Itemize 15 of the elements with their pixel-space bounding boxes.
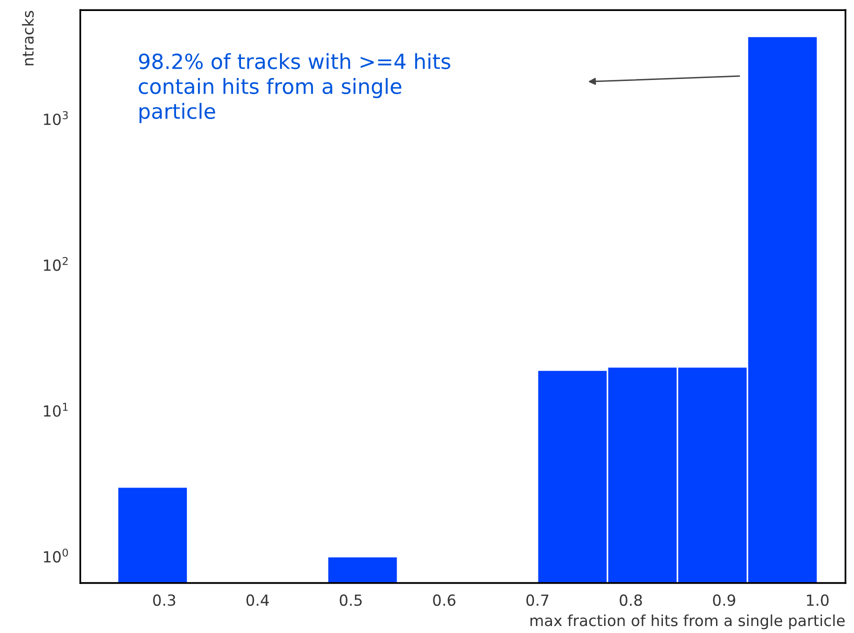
y-tick-label: 10$^{3}$ <box>44 111 68 126</box>
y-axis-title: ntracks <box>22 10 34 66</box>
x-tick-label: 0.8 <box>620 594 642 606</box>
x-tick-label: 0.5 <box>340 594 362 606</box>
annotation: 98.2% of tracks with >=4 hits contain hits from a single particle <box>138 53 450 124</box>
x-tick-label: 0.9 <box>713 594 736 606</box>
x-tick-label: 0.3 <box>153 594 176 606</box>
x-axis-title: max fraction of hits from a single particle <box>530 614 845 630</box>
x-tick-label: 1.0 <box>806 594 829 606</box>
x-tick-label: 0.7 <box>526 594 548 606</box>
x-tick-label: 0.4 <box>246 594 269 606</box>
x-tick-label: 0.6 <box>433 594 456 606</box>
y-tick-label: 10$^{2}$ <box>44 256 68 271</box>
y-tick-label: 10$^{1}$ <box>44 402 68 417</box>
y-tick-label: 10$^{0}$ <box>44 548 68 563</box>
